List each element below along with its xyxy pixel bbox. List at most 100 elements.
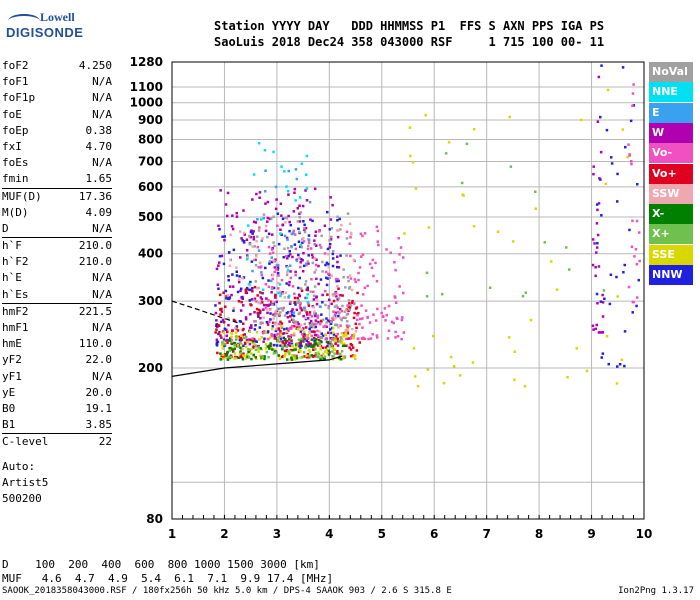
echo-point [257, 301, 261, 305]
echo-point [240, 342, 243, 346]
echo-point [235, 270, 238, 273]
echo-point [337, 356, 341, 360]
echo-point [339, 358, 343, 361]
param-value: 17.36 [78, 189, 112, 203]
echo-point [257, 249, 261, 252]
echo-point [318, 344, 322, 347]
echo-point [303, 332, 306, 335]
echo-point [326, 210, 329, 214]
echo-point [471, 361, 475, 364]
echo-point [627, 285, 631, 289]
echo-point [266, 308, 269, 311]
echo-point [369, 262, 372, 266]
echo-point [293, 356, 296, 359]
echo-point [295, 308, 299, 312]
echo-point [287, 335, 290, 338]
echo-point [266, 311, 269, 315]
echo-point [336, 219, 339, 222]
echo-point [360, 337, 364, 340]
echo-point [304, 283, 307, 286]
echo-point [401, 316, 404, 319]
echo-point [300, 162, 304, 165]
echo-point [226, 294, 230, 297]
echo-point [275, 351, 278, 354]
echo-point [327, 349, 331, 353]
echo-point [266, 216, 270, 220]
echo-point [302, 330, 306, 334]
echo-point [219, 334, 222, 337]
plot-frame [171, 61, 645, 520]
echo-point [394, 336, 397, 339]
echo-point [343, 334, 347, 337]
echo-point [239, 320, 243, 323]
echo-point [306, 260, 310, 263]
echo-point [239, 355, 242, 359]
echo-point [334, 312, 337, 316]
echo-point [314, 340, 317, 344]
y-tick-label: 200 [138, 361, 163, 375]
echo-point [318, 230, 321, 233]
echo-point [600, 356, 603, 359]
echo-point [412, 347, 416, 350]
param-row: foF1 N/A [2, 74, 112, 90]
echo-point [273, 266, 277, 269]
echo-point [311, 256, 315, 259]
echo-point [461, 193, 464, 196]
echo-point [266, 330, 270, 333]
echo-point [346, 212, 350, 215]
param-row: hmE 110.0 [2, 336, 112, 352]
echo-point [256, 294, 259, 297]
echo-point [343, 344, 346, 347]
echo-point [618, 363, 622, 366]
param-value: 210.0 [78, 255, 112, 269]
echo-point [244, 316, 248, 319]
echo-point [332, 249, 335, 253]
echo-point [328, 298, 331, 302]
echo-point [236, 343, 240, 347]
echo-point [248, 284, 252, 287]
echo-point [330, 344, 334, 347]
echo-point [513, 378, 516, 382]
echo-point [218, 330, 221, 334]
echo-point [290, 355, 294, 358]
echo-point [286, 238, 289, 241]
echo-point [270, 333, 273, 336]
echo-point [595, 292, 599, 296]
echo-point [610, 162, 614, 165]
echo-point [245, 249, 249, 252]
echo-point [359, 317, 362, 321]
echo-point [325, 283, 329, 287]
echo-point [283, 247, 286, 250]
echo-point [332, 333, 336, 336]
echo-point [280, 324, 283, 328]
echo-point [290, 327, 293, 330]
echo-point [249, 235, 252, 239]
echo-point [309, 319, 313, 323]
echo-point [319, 320, 323, 323]
echo-point [232, 350, 235, 353]
echo-point [271, 348, 274, 351]
legend-item-vo: Vo- [649, 143, 693, 164]
param-row: foE N/A [2, 107, 112, 123]
echo-point [299, 350, 302, 353]
echo-point [286, 358, 289, 361]
echo-point [291, 314, 294, 317]
echo-point [310, 253, 314, 256]
echo-point [261, 292, 264, 295]
param-value: 20.0 [85, 385, 113, 399]
echo-point [287, 350, 290, 353]
echo-point [426, 368, 430, 371]
echo-point [251, 198, 254, 201]
echo-point [305, 262, 308, 265]
echo-point [341, 339, 344, 342]
echo-point [237, 345, 240, 348]
echo-point [332, 299, 336, 303]
echo-point [264, 343, 268, 346]
param-value: N/A [92, 75, 112, 89]
echo-point [313, 346, 316, 349]
echo-point [267, 304, 270, 307]
param-value: N/A [92, 156, 112, 170]
echo-point [303, 230, 307, 234]
x-tick-label: 1 [168, 527, 176, 541]
echo-point [333, 314, 337, 317]
